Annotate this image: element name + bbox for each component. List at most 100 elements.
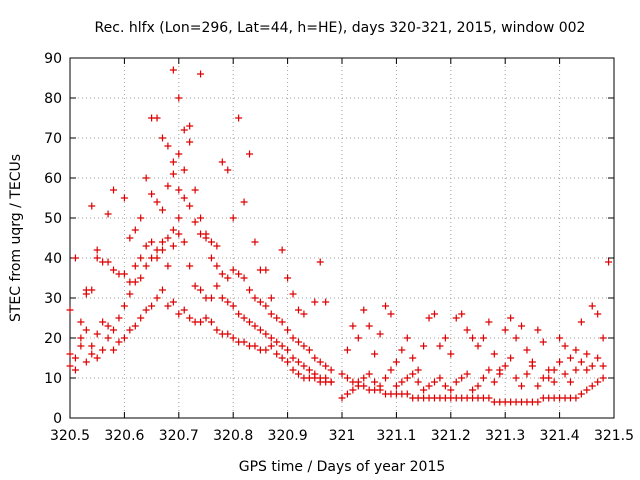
data-point <box>93 254 101 262</box>
data-point <box>414 366 422 374</box>
data-point <box>104 334 112 342</box>
data-point <box>403 374 411 382</box>
data-point <box>387 366 395 374</box>
data-point <box>409 370 417 378</box>
data-point <box>137 214 145 222</box>
data-point <box>180 238 188 246</box>
data-point <box>120 302 128 310</box>
data-point <box>278 342 286 350</box>
data-point <box>528 358 536 366</box>
data-point <box>164 234 172 242</box>
data-point <box>469 386 477 394</box>
y-tick-label: 60 <box>44 171 62 187</box>
data-point <box>164 182 172 190</box>
data-point <box>115 338 123 346</box>
data-point <box>441 382 449 390</box>
data-point <box>539 338 547 346</box>
data-point <box>256 326 264 334</box>
data-point <box>371 378 379 386</box>
data-point <box>284 274 292 282</box>
data-point <box>289 354 297 362</box>
data-point <box>469 334 477 342</box>
data-point <box>246 286 254 294</box>
data-point <box>284 346 292 354</box>
data-point <box>534 382 542 390</box>
y-tick-labels: 0 10 20 30 40 50 60 70 80 90 <box>44 51 62 427</box>
data-point <box>594 354 602 362</box>
data-point <box>202 230 210 238</box>
data-point <box>120 270 128 278</box>
data-point <box>501 326 509 334</box>
data-point <box>479 374 487 382</box>
data-point <box>577 390 585 398</box>
data-point <box>235 114 243 122</box>
data-point <box>186 262 194 270</box>
data-point <box>246 318 254 326</box>
data-point <box>300 362 308 370</box>
data-point <box>251 238 259 246</box>
data-point <box>588 362 596 370</box>
data-point <box>490 350 498 358</box>
data-point <box>158 286 166 294</box>
data-point <box>71 354 79 362</box>
data-point <box>387 310 395 318</box>
data-point <box>485 394 493 402</box>
data-point <box>316 358 324 366</box>
data-point <box>126 278 134 286</box>
data-point <box>518 382 526 390</box>
data-point <box>224 274 232 282</box>
data-point <box>458 310 466 318</box>
data-point <box>110 186 118 194</box>
data-point <box>414 378 422 386</box>
data-point <box>175 230 183 238</box>
data-point <box>518 322 526 330</box>
data-point <box>99 346 107 354</box>
data-point <box>267 342 275 350</box>
data-point <box>240 198 248 206</box>
data-point <box>273 350 281 358</box>
data-point <box>311 354 319 362</box>
data-point <box>99 318 107 326</box>
data-point <box>545 374 553 382</box>
x-tick-label: 321 <box>329 428 356 444</box>
data-point <box>93 354 101 362</box>
data-point <box>420 386 428 394</box>
data-point <box>382 302 390 310</box>
data-point <box>523 370 531 378</box>
data-point <box>66 306 74 314</box>
data-point <box>452 378 460 386</box>
data-point <box>284 358 292 366</box>
data-point <box>197 70 205 78</box>
data-point <box>213 282 221 290</box>
data-point <box>235 270 243 278</box>
x-tick-label: 321.4 <box>540 428 580 444</box>
data-point <box>273 314 281 322</box>
y-tick-label: 20 <box>44 331 62 347</box>
x-tick-label: 321.5 <box>594 428 634 444</box>
data-point <box>175 94 183 102</box>
data-point <box>365 370 373 378</box>
data-point <box>289 334 297 342</box>
data-point <box>197 286 205 294</box>
data-point <box>153 114 161 122</box>
data-point <box>452 314 460 322</box>
data-point <box>229 214 237 222</box>
data-point <box>256 298 264 306</box>
data-point <box>403 334 411 342</box>
data-point <box>202 314 210 322</box>
data-point <box>148 302 156 310</box>
data-point <box>77 334 85 342</box>
data-point <box>169 158 177 166</box>
data-point <box>175 214 183 222</box>
data-point <box>436 374 444 382</box>
data-point <box>229 302 237 310</box>
data-point <box>594 378 602 386</box>
data-point <box>262 346 270 354</box>
data-point <box>169 226 177 234</box>
data-point <box>294 338 302 346</box>
data-point <box>175 150 183 158</box>
data-point <box>365 322 373 330</box>
x-tick-labels: 320.5 320.6 320.7 320.8 320.9 321 321.1 321.2 32… <box>50 428 634 444</box>
data-point <box>278 318 286 326</box>
data-point <box>137 254 145 262</box>
